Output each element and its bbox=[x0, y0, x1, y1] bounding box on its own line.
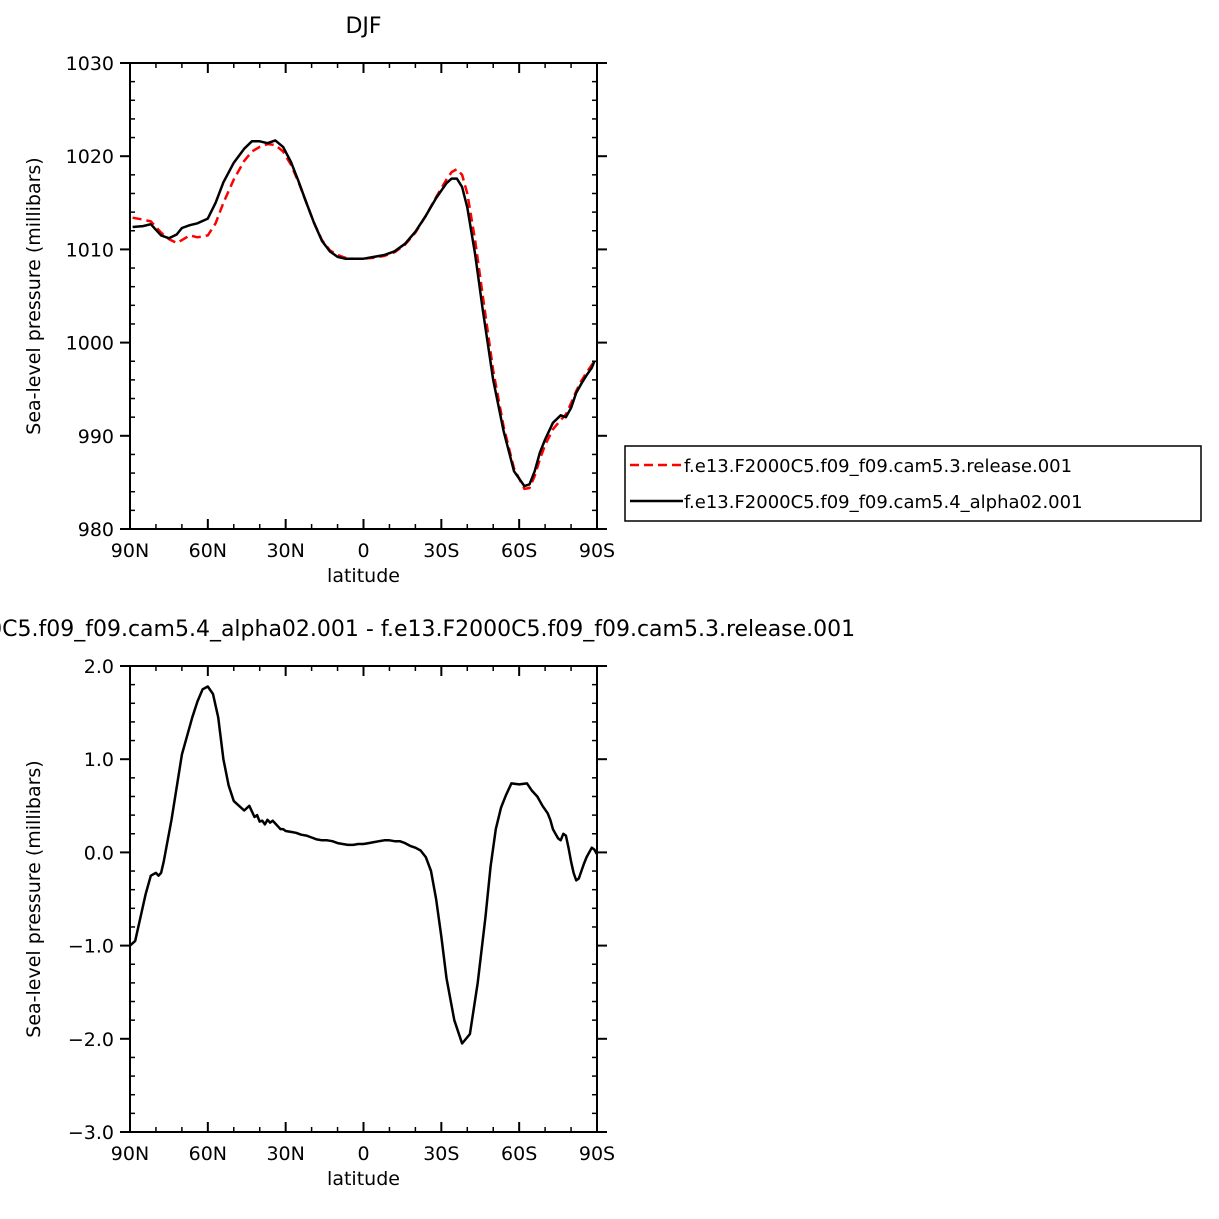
legend-box bbox=[624, 445, 1202, 522]
x-tick-label: 30N bbox=[266, 1143, 304, 1165]
x-tick-label: 90N bbox=[111, 1143, 149, 1165]
y-tick-label: 990 bbox=[78, 426, 114, 448]
plot-djf: 90N 60N 30N 0 30S 60S 90S 980 990 1000 1010 1020 103… bbox=[23, 14, 1202, 587]
plot-frame bbox=[129, 62, 598, 530]
x-tick-label: 0 bbox=[357, 540, 369, 562]
x-tick-label: 90S bbox=[579, 540, 615, 562]
y-tick-label: −3.0 bbox=[68, 1122, 114, 1144]
series-line-cam5-4-alpha02 bbox=[132, 139, 596, 488]
chart-title: f.e13.F2000C5.f09_f09.cam5.4_alpha02.001… bbox=[0, 617, 855, 642]
legend-entry-label: f.e13.F2000C5.f09_f09.cam5.3.release.001 bbox=[684, 456, 1072, 477]
x-tick-label: 60N bbox=[189, 540, 227, 562]
y-tick-label: 1.0 bbox=[84, 749, 114, 771]
legend: f.e13.F2000C5.f09_f09.cam5.3.release.001… bbox=[624, 445, 1202, 522]
y-tick-label: 1000 bbox=[66, 333, 114, 355]
x-tick-label: 60S bbox=[501, 1143, 537, 1165]
x-tick-label: 90N bbox=[111, 540, 149, 562]
x-axis-label: latitude bbox=[327, 1168, 400, 1190]
legend-entry-label: f.e13.F2000C5.f09_f09.cam5.4_alpha02.001 bbox=[684, 492, 1083, 513]
x-tick-label: 0 bbox=[357, 1143, 369, 1165]
x-tick-label: 30S bbox=[423, 1143, 459, 1165]
y-tick-label: −2.0 bbox=[68, 1029, 114, 1051]
x-axis-label: latitude bbox=[327, 565, 400, 587]
plot-difference: 90N 60N 30N 0 30S 60S 90S −3.0 −2.0 −1.0 0.0 1.0 2.0… bbox=[0, 617, 855, 1190]
y-tick-label: 2.0 bbox=[84, 656, 114, 678]
x-tick-label: 90S bbox=[579, 1143, 615, 1165]
y-tick-label: −1.0 bbox=[68, 936, 114, 958]
chart-title: DJF bbox=[345, 14, 381, 39]
y-tick-label: 1030 bbox=[66, 53, 114, 75]
x-tick-label: 60N bbox=[189, 1143, 227, 1165]
plot-frame bbox=[129, 665, 598, 1133]
x-tick-label: 30S bbox=[423, 540, 459, 562]
y-tick-label: 0.0 bbox=[84, 842, 114, 864]
series-line-cam5-3-release bbox=[132, 142, 596, 491]
y-axis-label: Sea-level pressure (millibars) bbox=[23, 760, 45, 1037]
y-tick-label: 1010 bbox=[66, 239, 114, 261]
y-tick-label: 1020 bbox=[66, 146, 114, 168]
x-tick-label: 60S bbox=[501, 540, 537, 562]
y-tick-label: 980 bbox=[78, 519, 114, 541]
x-tick-label: 30N bbox=[266, 540, 304, 562]
y-axis-label: Sea-level pressure (millibars) bbox=[23, 157, 45, 434]
series-line-difference bbox=[130, 685, 597, 1045]
